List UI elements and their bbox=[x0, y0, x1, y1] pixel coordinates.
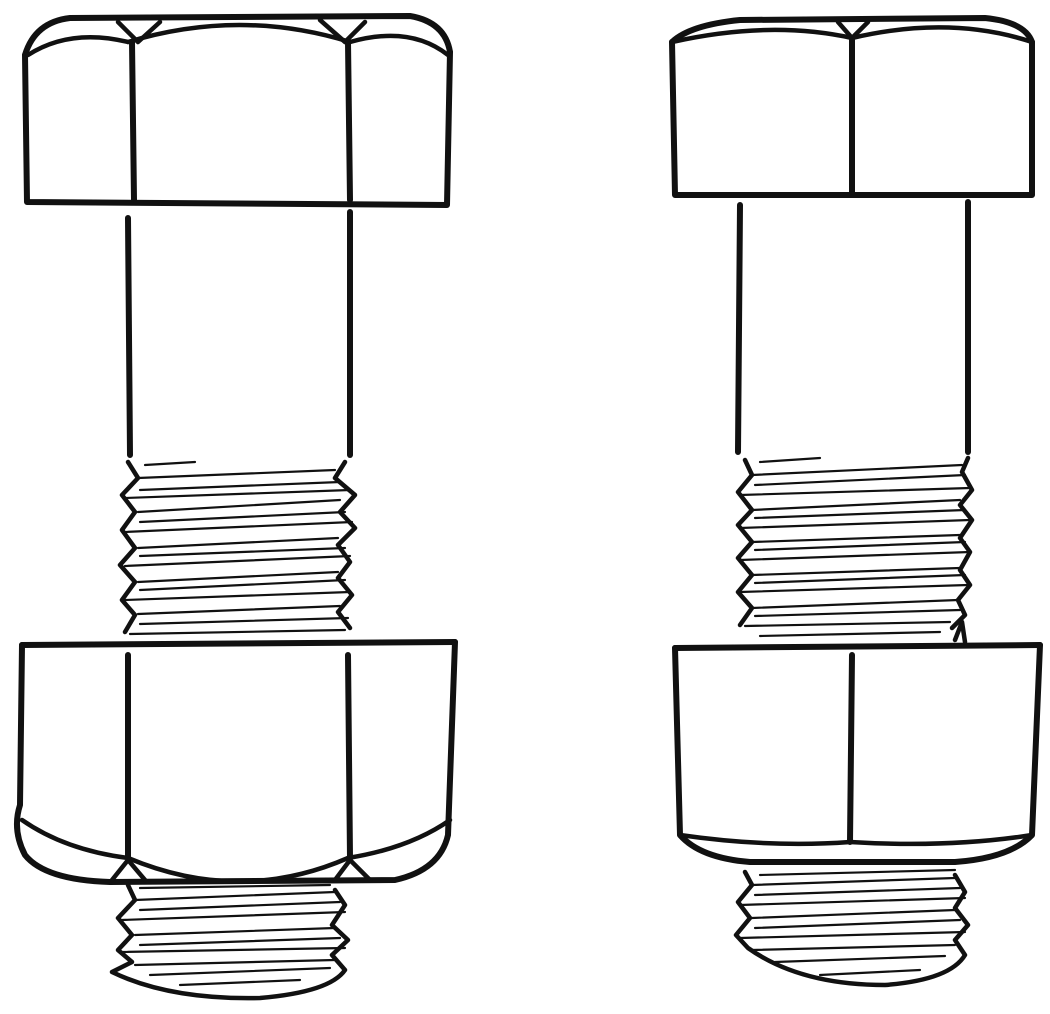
bolt-left-shank bbox=[125, 209, 353, 458]
bolt-right-lower-threads bbox=[733, 868, 971, 988]
bolt-left-nut bbox=[13, 639, 458, 885]
bolt-left-lower-threads bbox=[109, 882, 351, 1001]
bolt-left-head bbox=[22, 13, 453, 208]
bolt-right-shank bbox=[735, 199, 971, 455]
bolt-right-head bbox=[669, 15, 1035, 198]
bolt-right-upper-threads bbox=[735, 455, 975, 638]
bolt-left bbox=[13, 13, 458, 1001]
bolt-right-nut bbox=[672, 619, 1043, 865]
bolt-left-upper-threads bbox=[117, 459, 358, 636]
bolt-right bbox=[669, 15, 1043, 988]
